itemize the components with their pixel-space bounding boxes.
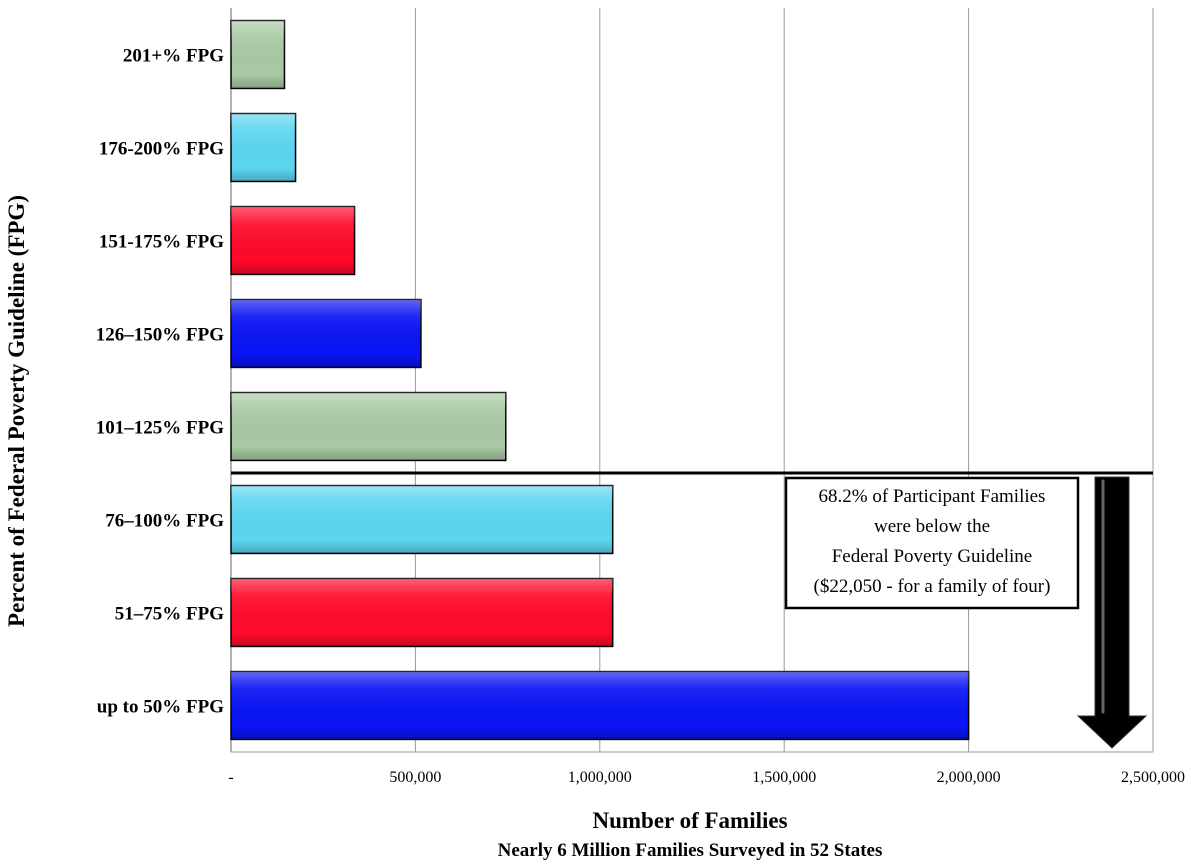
bar <box>230 112 297 183</box>
bar <box>230 298 422 369</box>
bar-shading <box>231 299 421 368</box>
bar-shading <box>231 20 285 89</box>
category-label: 201+% FPG <box>123 46 224 67</box>
annotation-line: were below the <box>874 516 990 537</box>
bar-shading <box>231 578 613 647</box>
annotation-border <box>784 476 1080 610</box>
bar <box>230 19 286 90</box>
annotation-line: 68.2% of Participant Families <box>819 486 1046 507</box>
bar <box>230 484 614 555</box>
bar <box>230 391 507 462</box>
bars <box>230 19 970 741</box>
bar <box>230 577 614 648</box>
x-tick-label: - <box>228 769 233 786</box>
category-label: 176-200% FPG <box>99 139 224 160</box>
x-axis-label: Number of Families <box>592 808 787 833</box>
category-label: 151-175% FPG <box>99 232 224 253</box>
bar <box>230 205 356 276</box>
category-label: 101–125% FPG <box>96 418 224 439</box>
poverty-annotation-box: 68.2% of Participant Families were below … <box>784 476 1080 610</box>
x-tick-labels: - 500,000 1,000,000 1,500,000 2,000,000 2,500… <box>228 769 1185 786</box>
bar-shading <box>231 671 969 740</box>
arrow-shape <box>1076 476 1148 749</box>
bar-shading <box>231 206 355 275</box>
category-label: up to 50% FPG <box>97 697 224 718</box>
bar <box>230 670 970 741</box>
x-tick-label: 2,500,000 <box>1121 769 1185 786</box>
down-arrow-icon <box>1076 476 1148 749</box>
x-tick-label: 500,000 <box>389 769 441 786</box>
category-label: 126–150% FPG <box>96 325 224 346</box>
annotation-line: ($22,050 - for a family of four) <box>814 576 1051 597</box>
bar-shading <box>231 392 506 461</box>
category-label: 51–75% FPG <box>115 604 224 625</box>
x-tick-label: 1,000,000 <box>568 769 632 786</box>
x-axis-subtitle: Nearly 6 Million Families Surveyed in 52… <box>498 840 883 861</box>
annotation-line: Federal Poverty Guideline <box>832 546 1033 567</box>
bar-shading <box>231 113 296 182</box>
category-label: 76–100% FPG <box>105 511 224 532</box>
y-axis-label: Percent of Federal Poverty Guideline (FP… <box>4 195 29 627</box>
x-tick-label: 1,500,000 <box>752 769 816 786</box>
category-labels: 201+% FPG 176-200% FPG 151-175% FPG 126–150… <box>96 46 224 718</box>
gridlines <box>230 8 1154 753</box>
bar-shading <box>231 485 613 554</box>
x-tick-label: 2,000,000 <box>937 769 1001 786</box>
